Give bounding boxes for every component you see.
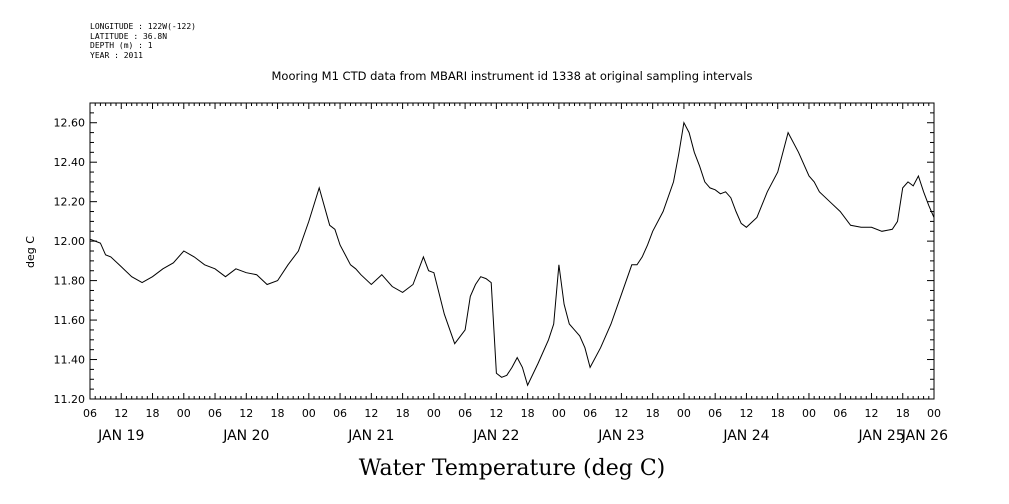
day-label: JAN 22 <box>472 428 519 444</box>
y-tick-label: 11.60 <box>54 314 86 327</box>
series-layer <box>89 121 935 387</box>
x-tick-label: 18 <box>271 407 285 420</box>
x-tick-label: 00 <box>927 407 941 420</box>
x-tick-label: 00 <box>677 407 691 420</box>
metadata-block: LONGITUDE : 122W(-122) LATITUDE : 36.8N … <box>90 22 196 60</box>
longitude-text: LONGITUDE : 122W(-122) <box>90 22 196 31</box>
day-label: JAN 19 <box>97 428 144 444</box>
day-label: JAN 26 <box>901 428 948 444</box>
chart-title: Mooring M1 CTD data from MBARI instrumen… <box>272 69 753 83</box>
depth-text: DEPTH (m) : 1 <box>90 41 153 50</box>
temperature-series-line <box>89 121 935 387</box>
x-tick-label: 18 <box>396 407 410 420</box>
x-tick-label: 06 <box>83 407 97 420</box>
x-tick-label: 18 <box>521 407 535 420</box>
y-tick-label: 12.20 <box>54 196 86 209</box>
y-tick-label: 12.60 <box>54 117 86 130</box>
x-tick-label: 00 <box>302 407 316 420</box>
x-tick-label: 12 <box>364 407 378 420</box>
y-tick-label: 11.20 <box>54 393 86 406</box>
x-axis-label: Water Temperature (deg C) <box>359 456 666 481</box>
day-label: JAN 25 <box>858 428 905 444</box>
y-axis-label: deg C <box>24 236 37 268</box>
x-tick-label: 18 <box>646 407 660 420</box>
x-tick-label: 18 <box>146 407 160 420</box>
x-tick-label: 00 <box>427 407 441 420</box>
axes <box>89 102 935 400</box>
x-tick-label: 06 <box>708 407 722 420</box>
day-label: JAN 23 <box>597 428 644 444</box>
x-tick-label: 06 <box>833 407 847 420</box>
y-tick-label: 11.40 <box>54 354 86 367</box>
day-label: JAN 20 <box>222 428 269 444</box>
x-tick-label: 12 <box>614 407 628 420</box>
day-label: JAN 21 <box>347 428 394 444</box>
day-label: JAN 24 <box>722 428 769 444</box>
y-tick-label: 12.00 <box>54 235 86 248</box>
x-tick-label: 18 <box>771 407 785 420</box>
x-tick-label: 12 <box>239 407 253 420</box>
y-tick-label: 12.40 <box>54 156 86 169</box>
latitude-text: LATITUDE : 36.8N <box>90 31 168 41</box>
y-tick-label: 11.80 <box>54 275 86 288</box>
x-tick-label: 18 <box>896 407 910 420</box>
year-text: YEAR : 2011 <box>90 50 143 60</box>
x-tick-label: 12 <box>114 407 128 420</box>
tick-labels: 11.20 11.40 11.60 11.80 12.00 12.20 12.40 12.60… <box>54 117 949 444</box>
x-tick-label: 06 <box>333 407 347 420</box>
x-tick-label: 06 <box>208 407 222 420</box>
x-tick-label: 00 <box>552 407 566 420</box>
x-tick-label: 06 <box>583 407 597 420</box>
x-tick-label: 06 <box>458 407 472 420</box>
x-tick-label: 12 <box>739 407 753 420</box>
x-tick-label: 12 <box>864 407 878 420</box>
x-tick-label: 00 <box>802 407 816 420</box>
x-tick-label: 00 <box>177 407 191 420</box>
plot-frame <box>89 102 935 400</box>
x-tick-label: 12 <box>489 407 503 420</box>
